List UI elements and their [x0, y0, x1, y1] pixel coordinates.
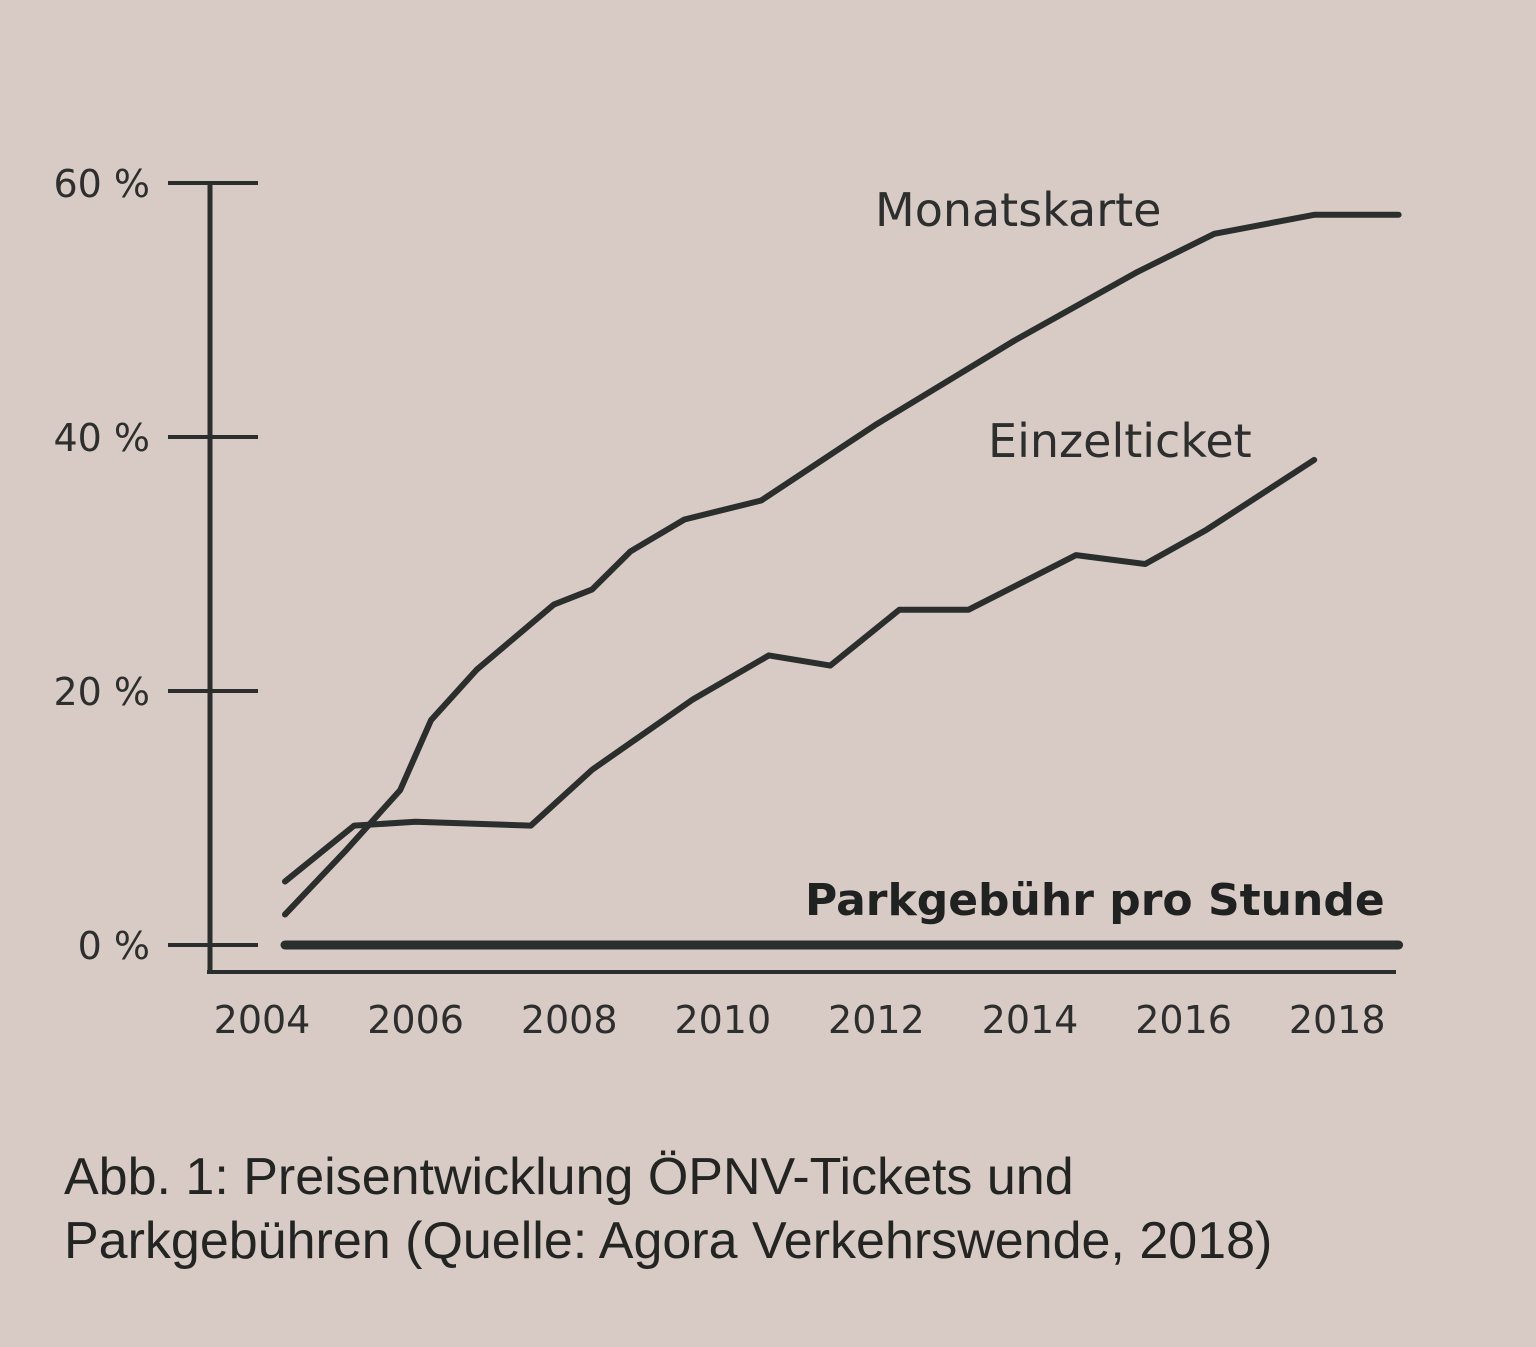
x-tick-label: 2008 [521, 998, 618, 1042]
y-tick-label: 0 % [78, 924, 150, 968]
caption-line-2: Parkgebühren (Quelle: Agora Verkehrswend… [64, 1212, 1273, 1270]
axes: 0 % 20 % 40 % 60 % 2004 2006 2008 2010 2012 2014 2… [53, 162, 1396, 1042]
label-einzelticket: Einzelticket [988, 414, 1252, 468]
x-tick-label: 2004 [214, 998, 311, 1042]
y-tick-label: 60 % [53, 162, 150, 206]
series-labels: Monatskarte Einzelticket Parkgebühr pro St… [805, 183, 1385, 926]
series-line-monatskarte [282, 211, 1402, 918]
x-tick-label: 2014 [982, 998, 1079, 1042]
x-tick-label: 2018 [1289, 998, 1386, 1042]
y-tick-label: 40 % [53, 416, 150, 460]
x-tick-label: 2006 [367, 998, 464, 1042]
x-tick-label: 2012 [828, 998, 925, 1042]
series-line-einzelticket [282, 456, 1318, 885]
caption-line-1: Abb. 1: Preisentwicklung ÖPNV-Tickets un… [64, 1148, 1074, 1206]
figure-caption: Abb. 1: Preisentwicklung ÖPNV-Tickets un… [64, 1145, 1272, 1273]
x-tick-label: 2016 [1135, 998, 1232, 1042]
series-lines [280, 211, 1404, 950]
label-monatskarte: Monatskarte [875, 183, 1161, 237]
label-parkgebuehr: Parkgebühr pro Stunde [805, 875, 1385, 926]
y-tick-label: 20 % [53, 670, 150, 714]
x-tick-label: 2010 [674, 998, 771, 1042]
